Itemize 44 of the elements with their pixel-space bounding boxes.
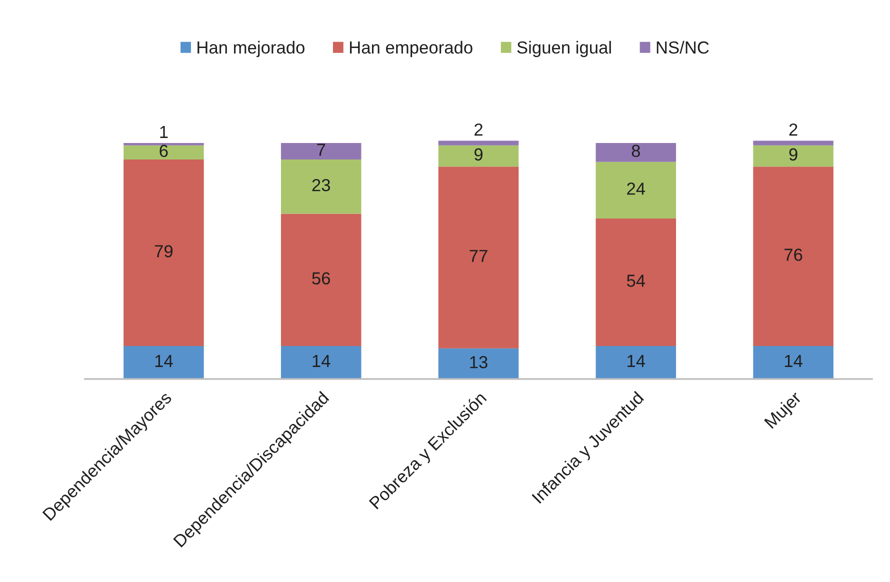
data-label: 6 [160, 144, 168, 158]
data-label: 24 [627, 182, 646, 195]
bar [280, 159, 362, 214]
data-label: 56 [312, 272, 330, 285]
legend-label: Han mejorado [198, 40, 304, 58]
bar [438, 140, 519, 146]
data-label: 9 [789, 148, 798, 161]
bar [124, 142, 204, 146]
bar [124, 346, 204, 379]
bar [753, 145, 834, 167]
bar [596, 346, 676, 379]
bar [438, 166, 519, 348]
data-label: 14 [784, 355, 802, 367]
bar [280, 214, 362, 346]
data-label: 2 [474, 123, 482, 136]
data-label: 7 [317, 144, 326, 156]
bar [753, 140, 834, 146]
legend-label: Han empeorado [350, 40, 472, 58]
bar [753, 166, 834, 346]
bar [124, 159, 204, 346]
bar [596, 142, 676, 162]
bar [753, 346, 834, 379]
data-label: 14 [155, 355, 173, 367]
legend-label: Siguen igual [517, 40, 611, 58]
data-label: 1 [160, 126, 168, 138]
data-label: 79 [154, 245, 173, 258]
data-label: 14 [628, 355, 646, 367]
bar [438, 348, 519, 379]
data-label: 76 [784, 248, 802, 261]
data-label: 13 [470, 356, 488, 368]
data-label: 23 [312, 178, 330, 192]
bar [596, 218, 676, 346]
bar [596, 162, 676, 218]
data-label: 54 [626, 274, 646, 287]
bar [280, 142, 362, 160]
legend-label: NS/NC [656, 40, 709, 54]
data-label: 14 [312, 355, 330, 367]
data-label: 9 [474, 148, 483, 161]
bar [124, 145, 204, 160]
data-label: 8 [632, 144, 640, 158]
bar [438, 145, 519, 167]
data-label: 77 [470, 250, 488, 262]
bar [280, 346, 362, 379]
data-label: 2 [789, 123, 798, 136]
